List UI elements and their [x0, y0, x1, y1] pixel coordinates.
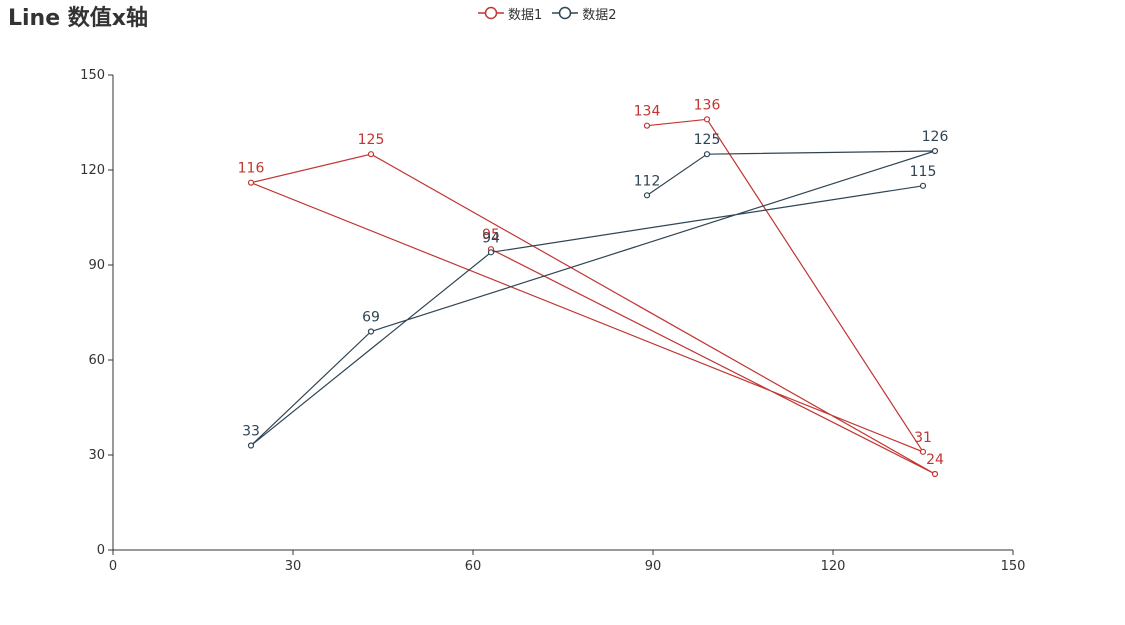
y-tick-label: 120 — [80, 163, 105, 178]
data-label: 134 — [634, 104, 661, 120]
x-tick-label: 150 — [1001, 559, 1026, 574]
data-label: 69 — [362, 310, 380, 326]
data-label: 136 — [694, 97, 721, 113]
data-label: 126 — [922, 129, 949, 145]
data-point — [643, 192, 651, 199]
data-point — [931, 147, 939, 155]
data-point — [247, 179, 255, 186]
series-2: 112 125 126 69 33 94 115 — [242, 129, 949, 449]
data-label: 112 — [634, 173, 661, 189]
legend-item-series-1[interactable]: 数据1 — [478, 4, 542, 23]
data-label: 94 — [482, 230, 500, 246]
x-tick-label: 90 — [645, 559, 662, 574]
x-tick-label: 60 — [465, 559, 482, 574]
legend-label-series-1: 数据1 — [508, 7, 543, 23]
series-1-line — [249, 118, 936, 475]
series-1: 134 136 31 116 125 24 95 — [238, 97, 944, 478]
data-point — [919, 182, 927, 189]
legend: 数据1 数据2 — [478, 4, 627, 23]
x-tick-label: 0 — [109, 559, 117, 574]
y-tick-label: 0 — [97, 543, 105, 558]
data-point — [703, 151, 711, 158]
y-tick-label: 60 — [88, 353, 105, 368]
data-point — [367, 151, 375, 158]
data-point — [247, 442, 255, 449]
data-label: 95 — [482, 227, 500, 243]
y-tick-label: 90 — [88, 258, 105, 273]
chart-title: Line 数值x轴 — [8, 6, 148, 31]
legend-marker-series-1 — [478, 6, 504, 20]
data-point — [643, 122, 651, 129]
data-point — [919, 448, 927, 455]
data-label: 125 — [694, 132, 721, 148]
data-point — [703, 116, 711, 123]
x-tick-label: 30 — [285, 559, 302, 574]
data-label: 31 — [914, 430, 932, 446]
legend-label-series-2: 数据2 — [582, 7, 617, 23]
y-tick-label: 150 — [80, 68, 105, 83]
data-label: 116 — [238, 161, 265, 177]
series-2-line — [250, 150, 936, 446]
data-label: 24 — [926, 452, 944, 468]
x-tick-label: 120 — [821, 559, 846, 574]
legend-marker-series-2 — [552, 6, 579, 20]
legend-item-series-2[interactable]: 数据2 — [552, 4, 617, 23]
data-point — [487, 249, 495, 256]
data-label: 125 — [358, 132, 385, 148]
data-label: 115 — [910, 164, 937, 180]
data-point — [367, 328, 375, 335]
y-tick-label: 30 — [88, 448, 105, 463]
data-label: 33 — [242, 424, 260, 440]
data-point — [931, 470, 939, 478]
